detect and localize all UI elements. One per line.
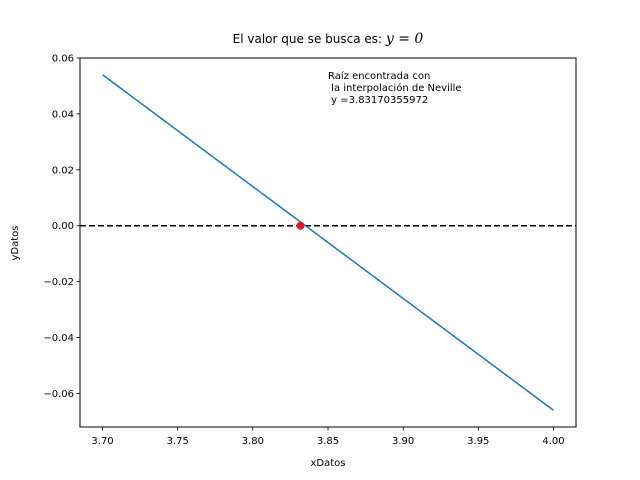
x-tick-label: 3.70 xyxy=(91,436,113,447)
y-axis: 0.06 0.04 0.02 0.00 −0.02 −0.04 −0.06 xyxy=(43,54,80,400)
x-tick-label: 3.75 xyxy=(167,436,189,447)
y-tick-label: 0.04 xyxy=(52,109,74,120)
x-tick-label: 3.95 xyxy=(467,436,489,447)
chart-title-prefix: El valor que se busca es: xyxy=(233,32,386,46)
x-axis-label: xDatos xyxy=(311,458,346,469)
y-tick-label: −0.04 xyxy=(43,333,74,344)
chart-title: El valor que se busca es: y = 0 xyxy=(233,31,424,47)
y-tick-label: 0.06 xyxy=(52,54,74,65)
x-tick-label: 3.90 xyxy=(392,436,414,447)
series-line-0 xyxy=(102,74,554,411)
y-tick-label: −0.06 xyxy=(43,389,74,400)
chart-title-math: y = 0 xyxy=(385,31,424,47)
annotation-line: Raíz encontrada con xyxy=(328,70,430,82)
root-point xyxy=(296,221,305,230)
y-tick-label: 0.00 xyxy=(52,221,74,232)
plot-area xyxy=(80,74,576,411)
y-axis-label: yDatos xyxy=(10,226,21,261)
x-axis: 3.70 3.75 3.80 3.85 3.90 3.95 4.00 xyxy=(91,427,565,447)
x-tick-label: 3.85 xyxy=(317,436,339,447)
annotation: Raíz encontrada con la interpolación de … xyxy=(328,70,462,106)
annotation-line: la interpolación de Neville xyxy=(328,82,462,94)
annotation-line: y =3.83170355972 xyxy=(328,95,428,106)
y-tick-label: −0.02 xyxy=(43,277,74,288)
x-tick-label: 4.00 xyxy=(542,436,564,447)
y-tick-label: 0.02 xyxy=(52,165,74,176)
x-tick-label: 3.80 xyxy=(242,436,264,447)
